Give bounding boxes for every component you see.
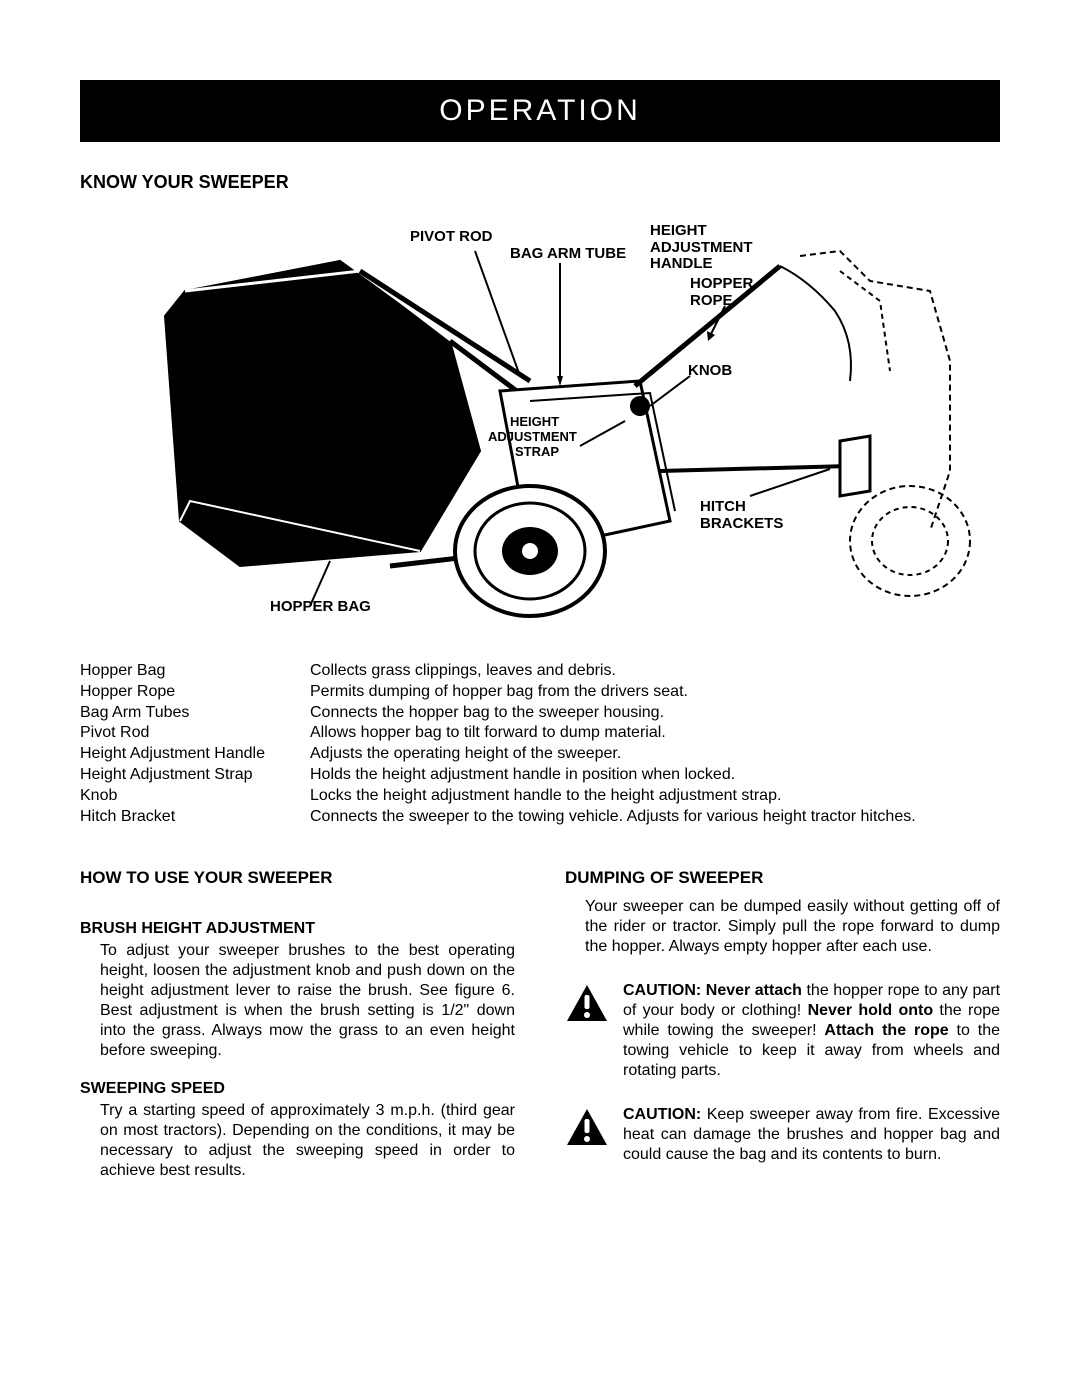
dump-text: Your sweeper can be dumped easily withou… xyxy=(565,897,1000,957)
part-name: Hitch Bracket xyxy=(80,807,310,828)
part-name: Knob xyxy=(80,786,310,807)
part-name: Height Adjustment Handle xyxy=(80,744,310,765)
part-desc: Holds the height adjustment handle in po… xyxy=(310,765,1000,786)
label-hopper-rope: HOPPER ROPE xyxy=(690,276,753,309)
label-hopper-bag: HOPPER BAG xyxy=(270,599,371,616)
svg-text:HEIGHT: HEIGHT xyxy=(510,414,559,429)
brush-head: BRUSH HEIGHT ADJUSTMENT xyxy=(80,919,515,939)
part-desc: Collects grass clippings, leaves and deb… xyxy=(310,661,1000,682)
header-bar: OPERATION xyxy=(80,80,1000,142)
caution-1-text: CAUTION: Never attach the hopper rope to… xyxy=(623,981,1000,1081)
brush-text: To adjust your sweeper brushes to the be… xyxy=(80,941,515,1061)
parts-table: Hopper Bag Hopper Rope Bag Arm Tubes Piv… xyxy=(80,661,1000,827)
know-sweeper-title: KNOW YOUR SWEEPER xyxy=(80,172,1000,193)
label-pivot-rod: PIVOT ROD xyxy=(410,229,493,246)
label-bag-arm-tube: BAG ARM TUBE xyxy=(510,246,626,263)
part-desc: Connects the hopper bag to the sweeper h… xyxy=(310,703,1000,724)
warning-icon xyxy=(565,1107,609,1147)
caution-1: CAUTION: Never attach the hopper rope to… xyxy=(565,981,1000,1081)
label-height-handle: HEIGHT ADJUSTMENT HANDLE xyxy=(650,223,753,273)
svg-text:STRAP: STRAP xyxy=(515,444,559,459)
howto-title: HOW TO USE YOUR SWEEPER xyxy=(80,867,515,888)
svg-text:ADJUSTMENT: ADJUSTMENT xyxy=(488,429,577,444)
parts-names-col: Hopper Bag Hopper Rope Bag Arm Tubes Piv… xyxy=(80,661,310,827)
part-desc: Permits dumping of hopper bag from the d… xyxy=(310,682,1000,703)
right-column: DUMPING OF SWEEPER Your sweeper can be d… xyxy=(565,867,1000,1186)
part-name: Height Adjustment Strap xyxy=(80,765,310,786)
part-desc: Locks the height adjustment handle to th… xyxy=(310,786,1000,807)
caution-2-text: CAUTION: Keep sweeper away from fire. Ex… xyxy=(623,1105,1000,1165)
label-hitch: HITCH BRACKETS xyxy=(700,499,783,532)
sweeper-diagram: HEIGHT ADJUSTMENT STRAP PIVOT ROD BAG AR… xyxy=(80,211,1000,631)
part-desc: Connects the sweeper to the towing vehic… xyxy=(310,807,1000,828)
speed-text: Try a starting speed of approximately 3 … xyxy=(80,1101,515,1181)
caution-2: CAUTION: Keep sweeper away from fire. Ex… xyxy=(565,1105,1000,1165)
part-name: Bag Arm Tubes xyxy=(80,703,310,724)
part-name: Hopper Rope xyxy=(80,682,310,703)
warning-icon xyxy=(565,983,609,1023)
part-desc: Allows hopper bag to tilt forward to dum… xyxy=(310,723,1000,744)
label-knob: KNOB xyxy=(688,363,732,380)
part-name: Hopper Bag xyxy=(80,661,310,682)
speed-head: SWEEPING SPEED xyxy=(80,1079,515,1099)
left-column: HOW TO USE YOUR SWEEPER BRUSH HEIGHT ADJ… xyxy=(80,867,515,1186)
part-name: Pivot Rod xyxy=(80,723,310,744)
dump-title: DUMPING OF SWEEPER xyxy=(565,867,1000,888)
parts-desc-col: Collects grass clippings, leaves and deb… xyxy=(310,661,1000,827)
part-desc: Adjusts the operating height of the swee… xyxy=(310,744,1000,765)
